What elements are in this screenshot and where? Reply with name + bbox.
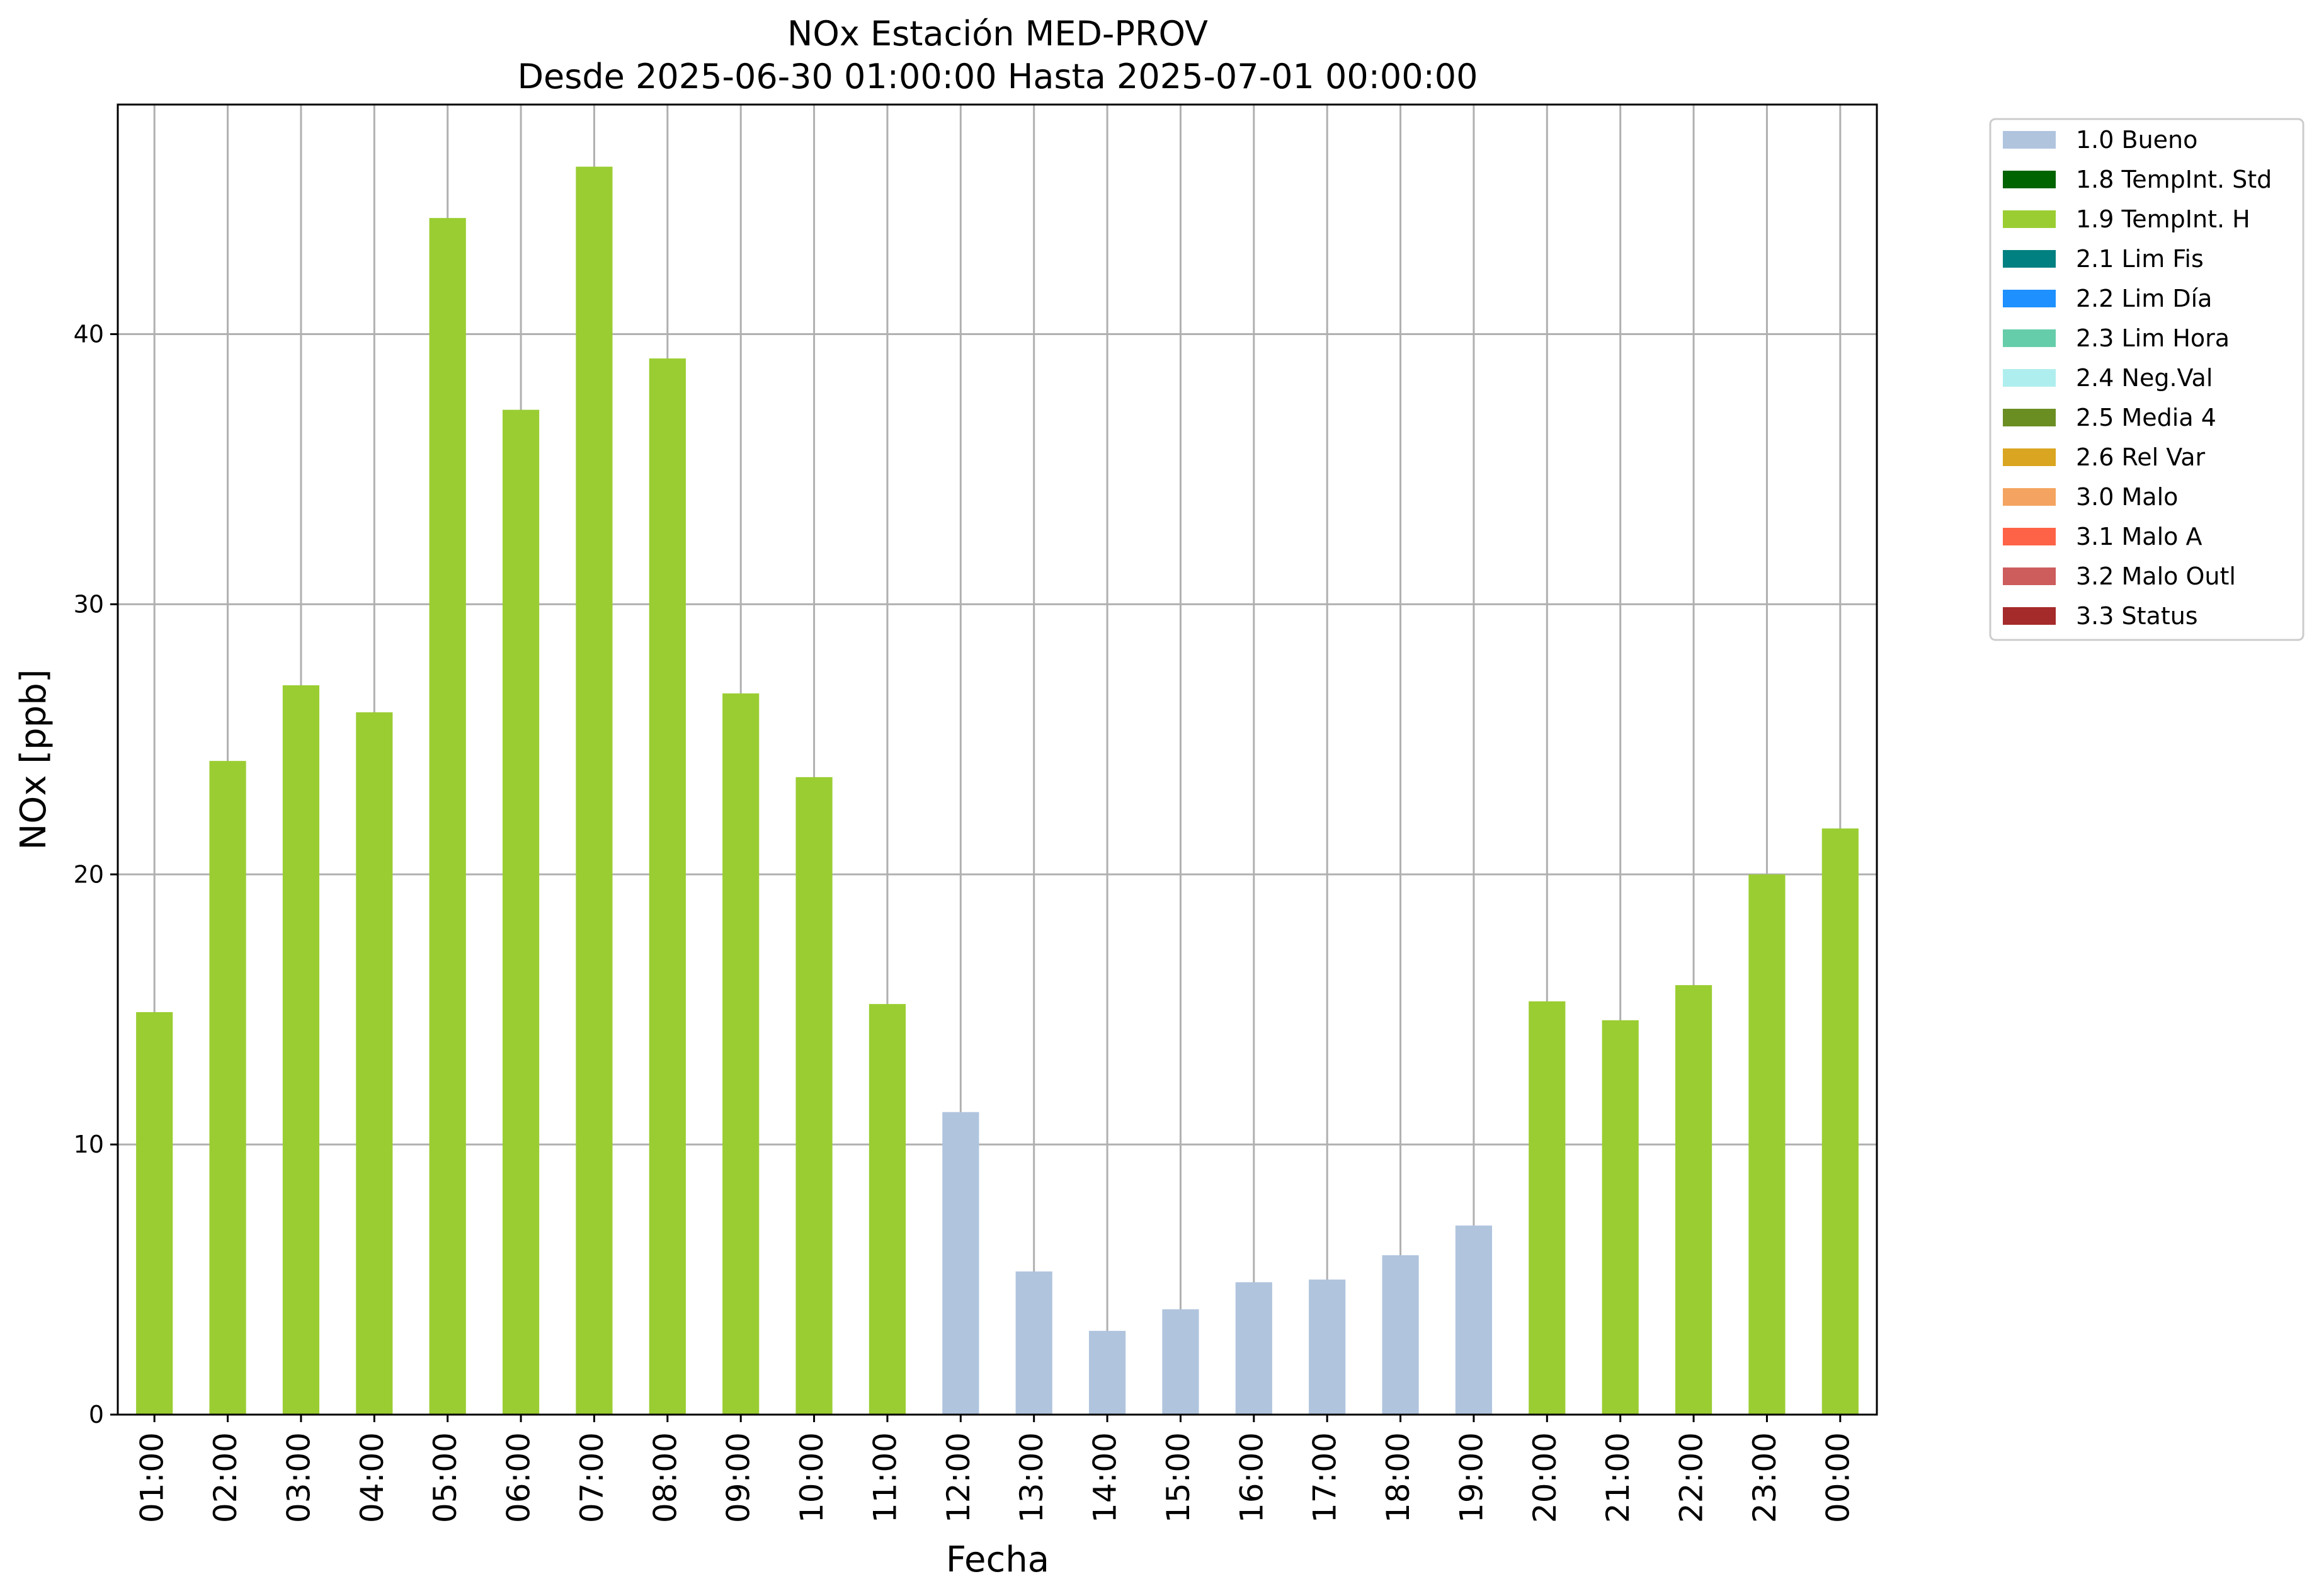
bar-2000 [1529,1001,1566,1415]
bar-0500 [429,218,466,1415]
bar-1400 [1088,1331,1126,1415]
plot-frame [117,103,1878,1416]
legend-swatch [2003,488,2056,506]
bar-2300 [1748,874,1786,1415]
y-axis-label: NOx [ppb] [13,669,54,850]
bar-1500 [1162,1309,1199,1415]
bar-0100 [136,1012,173,1415]
legend-label: 3.1 Malo A [2076,523,2202,550]
x-tick-label: 13:00 [1013,1432,1050,1523]
x-tick-label: 14:00 [1087,1432,1124,1523]
y-tick-label: 0 [89,1401,104,1428]
legend-label: 1.0 Bueno [2076,126,2197,154]
bar-0800 [649,358,686,1415]
legend-label: 2.2 Lim Día [2076,285,2212,312]
bar-0200 [209,761,246,1415]
x-tick-label: 22:00 [1673,1432,1710,1523]
bar-0700 [576,166,613,1415]
x-tick-label: 03:00 [280,1432,317,1523]
bar-2100 [1602,1020,1639,1415]
bar-1100 [869,1004,906,1415]
y-tick-label: 10 [74,1131,104,1158]
x-tick-label: 19:00 [1453,1432,1490,1523]
x-tick-label: 17:00 [1307,1432,1343,1523]
x-tick-label: 20:00 [1527,1432,1563,1523]
legend-label: 1.9 TempInt. H [2076,205,2250,233]
legend-label: 2.1 Lim Fis [2076,245,2204,273]
legend-label: 2.3 Lim Hora [2076,324,2230,352]
legend-label: 3.2 Malo Outl [2076,562,2236,590]
y-axis-ticks: 0 10 20 30 40 [74,321,118,1428]
y-tick-label: 20 [74,860,104,888]
bar-2200 [1675,985,1712,1415]
legend-swatch [2003,607,2056,625]
legend-swatch [2003,250,2056,268]
x-tick-label: 10:00 [794,1432,830,1523]
legend-swatch [2003,210,2056,228]
y-tick-label: 30 [74,590,104,618]
x-tick-label: 01:00 [134,1432,171,1523]
legend-label: 2.5 Media 4 [2076,404,2216,431]
bar-1200 [942,1112,979,1415]
bar-0000 [1821,828,1859,1415]
bar-1700 [1309,1279,1346,1415]
x-tick-label: 21:00 [1600,1432,1636,1523]
x-tick-label: 06:00 [501,1432,537,1523]
bar-1300 [1015,1271,1052,1415]
x-tick-label: 07:00 [574,1432,610,1523]
legend-swatch [2003,369,2056,387]
legend-label: 3.0 Malo [2076,483,2178,511]
bar-0600 [502,409,540,1415]
x-tick-label: 02:00 [207,1432,244,1523]
x-tick-label: 11:00 [867,1432,903,1523]
legend-swatch [2003,171,2056,188]
x-tick-label: 18:00 [1380,1432,1416,1523]
bar-1000 [795,777,833,1415]
bar-0900 [722,693,760,1415]
x-tick-label: 09:00 [721,1432,757,1523]
legend-swatch [2003,290,2056,307]
x-tick-label: 05:00 [427,1432,464,1523]
legend-swatch [2003,528,2056,545]
legend-swatch [2003,567,2056,585]
x-tick-label: 00:00 [1820,1432,1856,1523]
legend-label: 3.3 Status [2076,602,2198,630]
legend-label: 1.8 TempInt. Std [2076,166,2272,193]
bar-0300 [282,685,320,1415]
legend-swatch [2003,409,2056,426]
legend-box [1989,118,2305,641]
chart-subtitle: Desde 2025-06-30 01:00:00 Hasta 2025-07-… [517,57,1478,96]
legend-swatch [2003,448,2056,466]
x-tick-label: 15:00 [1160,1432,1197,1523]
bar-1900 [1455,1225,1493,1415]
bar-1800 [1382,1255,1419,1415]
legend-swatch [2003,329,2056,347]
x-tick-label: 12:00 [940,1432,977,1523]
x-axis-ticks: 01:00 02:00 03:00 04:00 05:00 06:00 07:00 08:00… [134,1415,1856,1523]
y-tick-label: 40 [74,321,104,348]
legend-swatch [2003,131,2056,149]
x-tick-label: 08:00 [647,1432,683,1523]
x-tick-label: 16:00 [1233,1432,1270,1523]
x-axis-label: Fecha [946,1539,1049,1580]
legend-label: 2.4 Neg.Val [2076,364,2213,392]
bar-1600 [1235,1282,1272,1415]
chart-title: NOx Estación MED-PROV [787,14,1208,54]
x-tick-label: 04:00 [354,1432,390,1523]
bars [136,166,1859,1415]
legend-label: 2.6 Rel Var [2076,443,2206,471]
x-tick-label: 23:00 [1746,1432,1783,1523]
bar-0400 [356,712,393,1415]
legend: 1.0 Bueno 1.8 TempInt. Std 1.9 TempInt. H 2… [1989,118,2305,641]
